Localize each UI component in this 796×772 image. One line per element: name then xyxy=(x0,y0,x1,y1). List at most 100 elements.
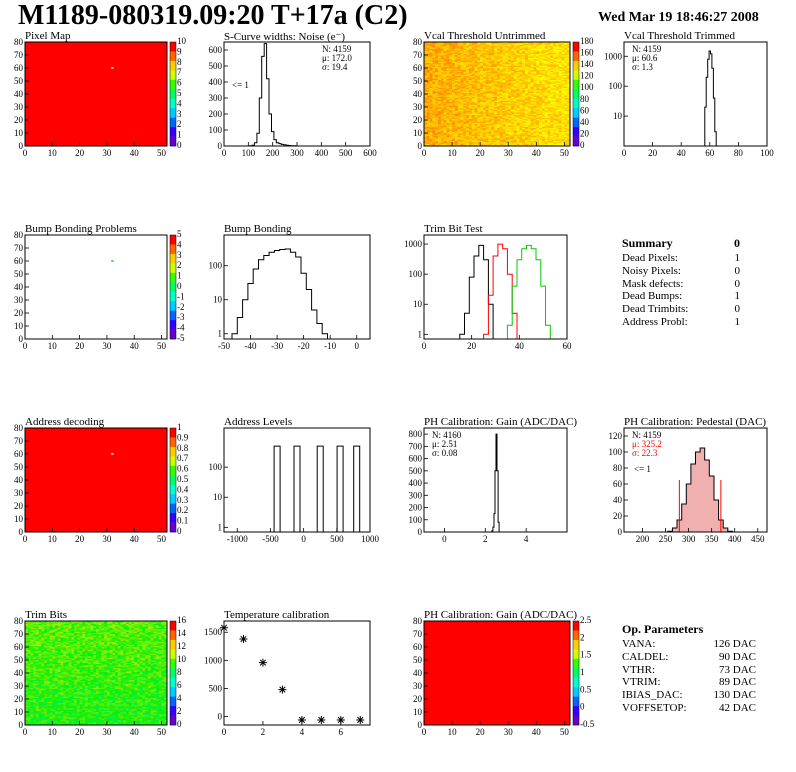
summary-value: 1 xyxy=(734,252,741,264)
scatter-point xyxy=(258,658,267,667)
y-tick-label: 100 xyxy=(409,515,423,525)
colorbar-tick-label: 0 xyxy=(177,719,182,729)
x-tick-label: 0 xyxy=(23,148,28,158)
y-tick-label: 40 xyxy=(613,495,623,505)
colorbar-tick-label: 16 xyxy=(177,615,187,625)
stats-line: μ: 172.0 xyxy=(322,53,352,63)
stats-line: σ: 1.3 xyxy=(632,62,653,72)
y-tick-label: 60 xyxy=(14,256,24,266)
y-tick-label: 100 xyxy=(609,81,623,91)
plot-frame xyxy=(623,427,768,533)
trim-bit-test-plot-area: 0 20 40 60 1 10 100 1000 xyxy=(404,234,572,351)
heatmap-fill xyxy=(25,235,167,339)
x-tick-label: -30 xyxy=(271,341,283,351)
stats-line: σ: 0.08 xyxy=(432,448,458,458)
plot-frame xyxy=(223,620,371,726)
temperature-calibration-title: Temperature calibration xyxy=(224,609,330,621)
x-tick-label: 30 xyxy=(102,534,112,544)
y-tick-label: 50 xyxy=(14,655,24,665)
y-tick-label: 70 xyxy=(413,50,423,60)
colorbar-tick-label: 6 xyxy=(177,680,182,690)
colorbar-tick-label: -4 xyxy=(177,323,185,333)
colorbar-tick-label: 5 xyxy=(177,88,182,98)
y-tick-label: 300 xyxy=(209,93,223,103)
x-tick-label: -40 xyxy=(245,341,257,351)
bump-bonding-chart: -50 -40 -30 -20 -10 0 1 10 100 xyxy=(209,234,371,351)
stats-line: μ: 2.51 xyxy=(432,439,457,449)
y-tick-label: 500 xyxy=(409,466,423,476)
y-tick-label: 120 xyxy=(609,431,623,441)
x-tick-label: 1000 xyxy=(361,534,380,544)
colorbar-tick-label: 2 xyxy=(580,632,585,642)
x-tick-label: 100 xyxy=(760,148,774,158)
x-tick-label: 0 xyxy=(23,341,28,351)
colorbar-tick-label: 6 xyxy=(177,78,182,88)
y-tick-label: 10 xyxy=(613,111,623,121)
summary-value: 1 xyxy=(734,290,741,303)
x-tick-label: 600 xyxy=(363,148,377,158)
colorbar-tick-label: 2 xyxy=(177,119,182,129)
x-tick-label: 20 xyxy=(75,727,85,737)
x-tick-label: 20 xyxy=(75,534,85,544)
page-title: M1189-080319.09:20 T+17a (C2) xyxy=(18,0,408,31)
y-tick-label: 200 xyxy=(409,503,423,513)
color-bar xyxy=(169,234,177,340)
scurve-chart: 0 100 200 300 400 500 600 0 100 200 300 400 500 600 N:… xyxy=(209,41,377,158)
temperature-calibration-plot-area: 0 2 4 6 0 500 1000 1500 xyxy=(204,620,371,737)
x-tick-label: -50 xyxy=(218,341,230,351)
op_params-label: IBIAS_DAC: xyxy=(622,689,683,702)
y-tick-label: 10 xyxy=(14,321,24,331)
y-tick-label: 10 xyxy=(213,492,223,502)
op_params-value: 130 DAC xyxy=(713,689,756,702)
x-tick-label: 500 xyxy=(339,148,353,158)
trim-bit-test-chart: 0 20 40 60 1 10 100 1000 xyxy=(404,234,572,351)
y-tick-label: 70 xyxy=(14,50,24,60)
x-tick-label: 20 xyxy=(476,727,486,737)
y-tick-label: 50 xyxy=(14,76,24,86)
y-tick-label: 0 xyxy=(19,720,24,730)
stats-line: N: 4159 xyxy=(632,430,662,440)
x-tick-label: 0 xyxy=(442,534,447,544)
x-tick-label: 30 xyxy=(102,727,112,737)
y-tick-label: 40 xyxy=(413,89,423,99)
y-tick-label: 40 xyxy=(14,668,24,678)
plot-frame xyxy=(623,41,768,147)
x-tick-label: 0 xyxy=(422,727,427,737)
color-bar xyxy=(572,41,580,147)
plot-frame xyxy=(423,234,568,340)
ph-gain-map-chart: -0.5 0 0.5 1 1.5 2 2.5 0 10 20 30 40 50 0 10 20 30 40 50 60… xyxy=(413,615,595,737)
address-levels-chart: -1000 -500 0 500 1000 1 10 100 xyxy=(209,427,380,544)
y-tick-label: 60 xyxy=(413,63,423,73)
colorbar-tick-label: 0.9 xyxy=(177,432,189,442)
y-tick-label: 70 xyxy=(14,629,24,639)
y-tick-label: 100 xyxy=(409,269,423,279)
op_params-value: 73 DAC xyxy=(719,663,756,676)
x-tick-label: 50 xyxy=(560,727,570,737)
y-tick-label: 0 xyxy=(418,141,423,151)
colorbar-tick-label: 8 xyxy=(177,667,182,677)
scatter-point xyxy=(336,715,345,724)
y-tick-label: 10 xyxy=(413,128,423,138)
colorbar-tick-label: -1 xyxy=(177,291,185,301)
y-tick-label: 20 xyxy=(14,308,24,318)
x-tick-label: -10 xyxy=(324,341,336,351)
stats-line: σ: 19.4 xyxy=(322,62,348,72)
bump-bonding-title: Bump Bonding xyxy=(224,223,292,235)
summary-panel: Summary 0 Dead Pixels: 1 Noisy Pixels: 0 Mas… xyxy=(622,236,752,336)
x-tick-label: 4 xyxy=(300,727,305,737)
y-tick-label: 100 xyxy=(609,447,623,457)
x-tick-label: 200 xyxy=(266,148,280,158)
y-tick-label: 20 xyxy=(14,501,24,511)
scurve-plot-area: 0 100 200 300 400 500 600 0 100 200 300 400 500 600 N:… xyxy=(209,41,377,158)
colorbar-tick-label: 12 xyxy=(177,641,186,651)
y-tick-label: 70 xyxy=(413,629,423,639)
y-tick-label: 200 xyxy=(209,109,223,119)
x-tick-label: 10 xyxy=(48,148,58,158)
colorbar-tick-label: 0 xyxy=(580,702,585,712)
scatter-point xyxy=(356,715,365,724)
colorbar-tick-label: 5 xyxy=(177,229,182,239)
